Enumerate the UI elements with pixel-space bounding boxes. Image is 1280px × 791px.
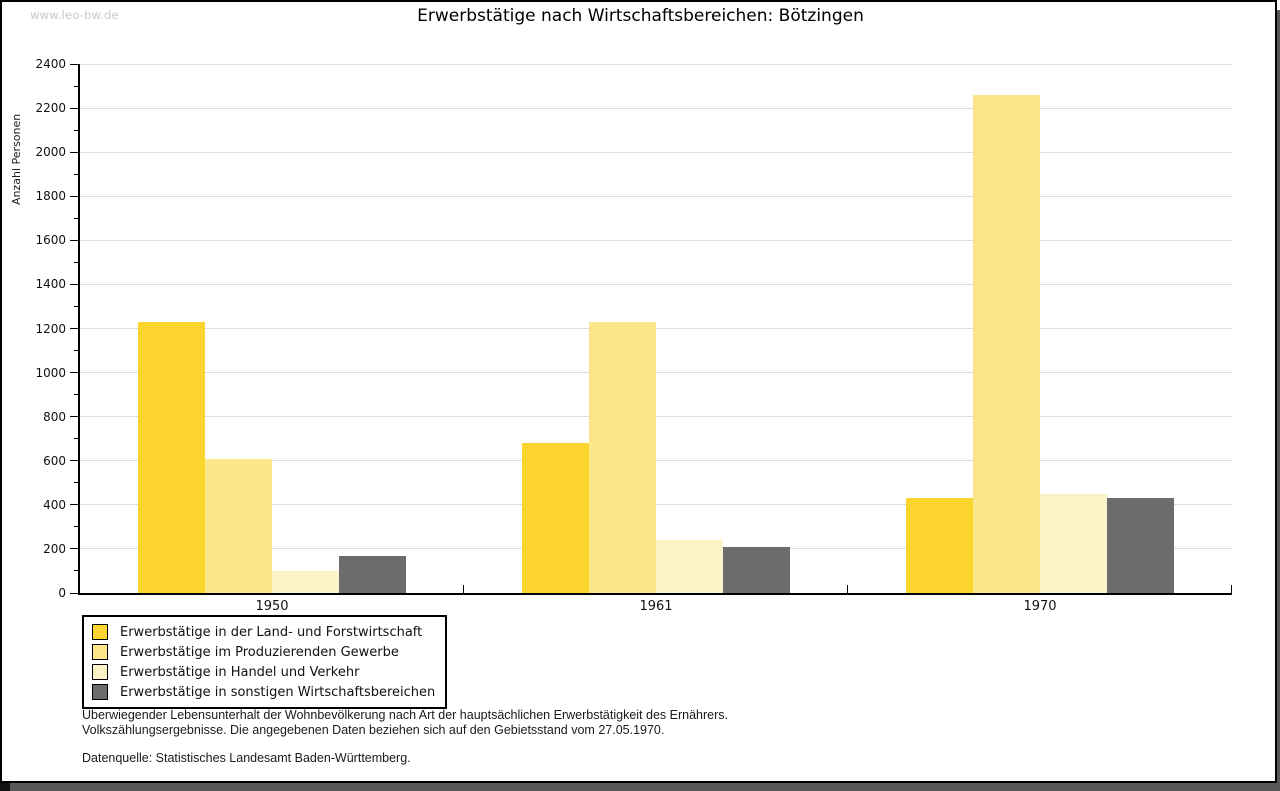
y-minor-tick-1300 bbox=[74, 305, 78, 307]
gridline-1200 bbox=[80, 328, 1232, 329]
bar-1961-series4 bbox=[723, 546, 790, 593]
y-major-tick-600 bbox=[70, 460, 78, 462]
x-boundary-tick-1 bbox=[463, 585, 464, 593]
gridline-2200 bbox=[80, 107, 1232, 109]
y-tick-label-600: 600 bbox=[43, 453, 66, 468]
footer-source: Datenquelle: Statistisches Landesamt Bad… bbox=[82, 751, 411, 765]
y-major-tick-200 bbox=[70, 548, 78, 550]
y-tick-label-1400: 1400 bbox=[35, 277, 66, 292]
legend-label-series1: Erwerbstätige in der Land- und Forstwirt… bbox=[120, 624, 423, 640]
y-major-tick-2400 bbox=[70, 63, 78, 65]
watermark: www.leo-bw.de bbox=[30, 8, 119, 22]
y-major-tick-1200 bbox=[70, 328, 78, 329]
y-minor-tick-1900 bbox=[74, 173, 78, 175]
bar-1950-series4 bbox=[339, 555, 406, 593]
bar-1970-series4 bbox=[1107, 498, 1174, 593]
y-axis-line bbox=[78, 64, 80, 595]
y-tick-label-400: 400 bbox=[43, 497, 66, 512]
bar-1961-series3 bbox=[656, 540, 723, 593]
y-minor-tick-1700 bbox=[74, 217, 78, 219]
legend-label-series4: Erwerbstätige in sonstigen Wirtschaftsbe… bbox=[120, 684, 436, 700]
y-axis-label: Anzahl Personen bbox=[10, 113, 23, 205]
bar-1970-series3 bbox=[1040, 493, 1107, 593]
bar-1970-series1 bbox=[906, 498, 973, 593]
footer-note-line-1: Überwiegender Lebensunterhalt der Wohnbe… bbox=[82, 708, 728, 722]
legend-swatch-series2 bbox=[92, 644, 108, 660]
bar-1961-series1 bbox=[522, 443, 589, 593]
y-major-tick-1600 bbox=[70, 239, 78, 241]
x-tick-label-1970: 1970 bbox=[1023, 599, 1057, 614]
footer-note-line-2: Volkszählungsergebnisse. Die angegebenen… bbox=[82, 723, 665, 737]
y-minor-tick-2300 bbox=[74, 85, 78, 87]
legend-label-series2: Erwerbstätige im Produzierenden Gewerbe bbox=[120, 644, 399, 660]
x-tick-label-1950: 1950 bbox=[255, 599, 289, 614]
y-major-tick-800 bbox=[70, 416, 78, 418]
y-major-tick-400 bbox=[70, 504, 78, 506]
y-minor-tick-900 bbox=[74, 394, 78, 396]
legend-item-1: Erwerbstätige in der Land- und Forstwirt… bbox=[92, 622, 435, 642]
bar-1950-series2 bbox=[205, 458, 272, 593]
bar-1950-series3 bbox=[272, 570, 339, 593]
x-tick-label-1961: 1961 bbox=[639, 599, 673, 614]
y-major-tick-1800 bbox=[70, 195, 78, 197]
gridline-400 bbox=[80, 504, 1232, 506]
y-tick-label-2400: 2400 bbox=[35, 57, 66, 71]
y-major-tick-1000 bbox=[70, 372, 78, 374]
gridline-1000 bbox=[80, 372, 1232, 374]
y-tick-label-2200: 2200 bbox=[35, 101, 66, 116]
bar-1970-series2 bbox=[973, 94, 1040, 593]
legend-item-2: Erwerbstätige im Produzierenden Gewerbe bbox=[92, 642, 435, 662]
legend-swatch-series1 bbox=[92, 624, 108, 640]
legend-item-3: Erwerbstätige in Handel und Verkehr bbox=[92, 662, 435, 682]
gridline-800 bbox=[80, 416, 1232, 418]
legend-swatch-series4 bbox=[92, 684, 108, 700]
y-minor-tick-100 bbox=[74, 570, 78, 572]
chart-title: Erwerbstätige nach Wirtschaftsbereichen:… bbox=[417, 6, 864, 26]
y-tick-label-0: 0 bbox=[58, 586, 66, 600]
gridline-1600 bbox=[80, 239, 1232, 241]
x-axis-line bbox=[78, 593, 1232, 595]
window-shadow-right bbox=[1277, 10, 1280, 783]
y-minor-tick-300 bbox=[74, 526, 78, 528]
y-minor-tick-700 bbox=[74, 438, 78, 440]
y-tick-label-1000: 1000 bbox=[35, 365, 66, 380]
y-tick-label-800: 800 bbox=[43, 409, 66, 424]
window-shadow-bottom bbox=[0, 783, 1280, 791]
y-minor-tick-1100 bbox=[74, 350, 78, 352]
y-major-tick-0 bbox=[70, 592, 78, 594]
y-minor-tick-2100 bbox=[74, 129, 78, 131]
y-major-tick-2000 bbox=[70, 151, 78, 153]
y-tick-label-1800: 1800 bbox=[35, 189, 66, 204]
legend-swatch-series3 bbox=[92, 664, 108, 680]
legend-label-series3: Erwerbstätige in Handel und Verkehr bbox=[120, 664, 360, 680]
y-minor-tick-1500 bbox=[74, 261, 78, 263]
y-minor-tick-500 bbox=[74, 482, 78, 484]
window-shadow-corner bbox=[0, 783, 10, 791]
legend-item-4: Erwerbstätige in sonstigen Wirtschaftsbe… bbox=[92, 682, 435, 702]
gridline-2400 bbox=[80, 63, 1232, 65]
y-tick-label-1600: 1600 bbox=[35, 233, 66, 248]
y-tick-label-1200: 1200 bbox=[35, 321, 66, 336]
gridline-1400 bbox=[80, 283, 1232, 285]
gridline-2000 bbox=[80, 151, 1232, 153]
bar-1961-series2 bbox=[589, 321, 656, 593]
x-boundary-tick-2 bbox=[847, 585, 848, 593]
y-tick-label-200: 200 bbox=[43, 541, 66, 556]
bar-1950-series1 bbox=[138, 321, 205, 593]
y-major-tick-1400 bbox=[70, 283, 78, 285]
gridline-600 bbox=[80, 460, 1232, 462]
legend-box: Erwerbstätige in der Land- und Forstwirt… bbox=[82, 615, 448, 709]
y-major-tick-2200 bbox=[70, 107, 78, 109]
y-tick-label-2000: 2000 bbox=[35, 145, 66, 160]
x-boundary-tick-3 bbox=[1231, 585, 1232, 593]
gridline-1800 bbox=[80, 195, 1232, 197]
